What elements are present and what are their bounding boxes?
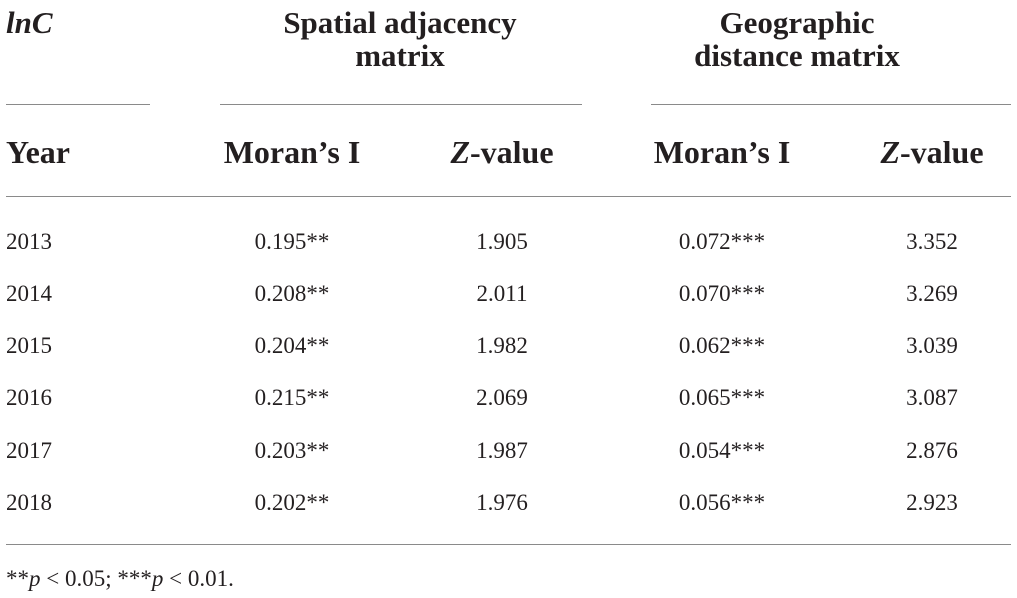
footnote-condition: < 0.01. [163,566,234,591]
footnote-p-symbol: p [151,566,164,591]
z-symbol: Z [880,134,900,170]
table-cell-adj-z: 1.905 [476,229,528,254]
table-cell-geo-moran: 0.065*** [678,385,766,410]
table-row-year: 2013 [6,229,52,254]
table-row-year: 2017 [6,438,52,463]
column-header-adj-morans-i: Moran’s I [223,134,361,170]
group-header-line: distance matrix [694,38,900,73]
table-cell-geo-moran: 0.062*** [678,333,766,358]
z-suffix: -value [470,134,554,170]
table-cell-geo-moran: 0.070*** [678,281,766,306]
table-cell-geo-moran: 0.072*** [678,229,766,254]
table-cell-adj-z: 2.069 [476,385,528,410]
table-cell-geo-z: 2.923 [906,490,958,515]
table-cell-geo-z: 3.269 [906,281,958,306]
group-header-spatial-adjacency: Spatial adjacency matrix [216,6,584,72]
table-cell-adj-z: 1.987 [476,438,528,463]
group-header-geographic-distance: Geographic distance matrix [640,6,954,72]
group-rule-spatial-adjacency [220,104,582,105]
footnote-condition: < 0.05; [40,566,118,591]
table-cell-adj-moran: 0.195** [254,229,330,254]
z-symbol: Z [450,134,470,170]
header-bottom-rule [6,196,1011,197]
table-cell-adj-moran: 0.203** [254,438,330,463]
column-header-year: Year [6,134,70,170]
group-rule-corner [6,104,150,105]
group-rule-geographic-distance [651,104,1011,105]
z-suffix: -value [900,134,984,170]
footnote-p-symbol: p [29,566,41,591]
table-row-year: 2015 [6,333,52,358]
table-corner-label: lnC [6,5,53,40]
table-footnote: **p < 0.05; ***p < 0.01. [6,566,234,592]
group-header-line: matrix [355,38,445,73]
table-cell-adj-moran: 0.202** [254,490,330,515]
table-cell-geo-z: 2.876 [906,438,958,463]
table-row-year: 2016 [6,385,52,410]
table-cell-adj-z: 1.982 [476,333,528,358]
table-cell-geo-moran: 0.054*** [678,438,766,463]
table-cell-adj-moran: 0.208** [254,281,330,306]
table-cell-adj-moran: 0.204** [254,333,330,358]
table-cell-adj-z: 1.976 [476,490,528,515]
column-header-adj-z-value: Z-value [402,134,602,170]
table-cell-geo-moran: 0.056*** [678,490,766,515]
column-header-geo-z-value: Z-value [832,134,1017,170]
table-row-year: 2014 [6,281,52,306]
table-cell-geo-z: 3.039 [906,333,958,358]
column-header-geo-morans-i: Moran’s I [653,134,791,170]
group-header-line: Spatial adjacency [283,5,517,40]
table-bottom-rule [6,544,1011,545]
table-cell-geo-z: 3.352 [906,229,958,254]
table-cell-adj-z: 2.011 [476,281,528,306]
table-cell-adj-moran: 0.215** [254,385,330,410]
table-row-year: 2018 [6,490,52,515]
footnote-stars: *** [117,566,152,591]
group-header-line: Geographic [719,5,875,40]
table-cell-geo-z: 3.087 [906,385,958,410]
footnote-stars: ** [6,566,29,591]
